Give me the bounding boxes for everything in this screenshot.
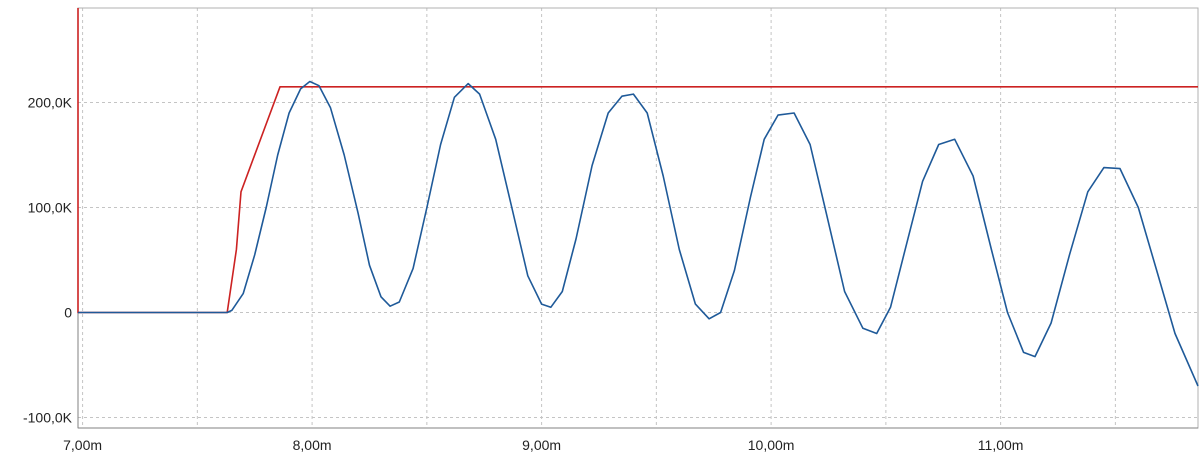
x-tick-label: 11,00m	[978, 437, 1024, 453]
plot-area-border	[77, 7, 1199, 429]
series-group	[77, 8, 1199, 387]
x-tick-label: 10,00m	[748, 437, 795, 453]
y-tick-label: 100,0K	[28, 200, 73, 216]
series-line-blue	[78, 80, 1199, 387]
x-tick-labels: 7,00m 8,00m 9,00m 10,00m 11,00m	[63, 437, 1023, 453]
grid	[78, 8, 1198, 428]
x-tick-label: 8,00m	[293, 437, 332, 453]
y-tick-label: 0	[64, 305, 72, 321]
y-tick-label: 200,0K	[28, 95, 73, 111]
y-tick-labels: -100,0K 0 100,0K 200,0K	[23, 95, 73, 426]
series-line-red	[77, 8, 1198, 314]
x-tick-label: 7,00m	[63, 437, 102, 453]
x-tick-label: 9,00m	[522, 437, 561, 453]
axes	[77, 7, 1199, 429]
y-tick-label: -100,0K	[23, 410, 73, 426]
